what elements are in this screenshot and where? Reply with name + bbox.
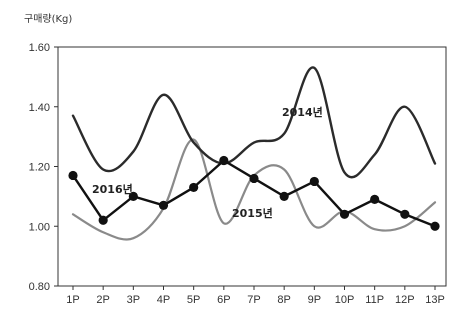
series-label-1: 2015년: [232, 206, 273, 220]
x-tick-label: 11P: [365, 294, 384, 306]
y-tick-label: 1.20: [29, 162, 50, 174]
data-point: [279, 191, 289, 201]
x-tick-label: 5P: [187, 294, 200, 306]
data-point: [189, 182, 199, 193]
x-tick-label: 4P: [157, 294, 170, 306]
x-axis-ticks: 1P 2P 3P 4P 5P 6P 7P 8P 9P 10P 11P 12P 13P: [66, 286, 445, 306]
x-tick-label: 2P: [96, 294, 109, 306]
data-point: [219, 155, 229, 166]
y-axis-ticks: 0.80 1.00 1.20 1.40 1.60: [29, 42, 58, 293]
data-point: [128, 191, 138, 201]
data-point: [309, 176, 319, 187]
x-tick-label: 8P: [277, 294, 290, 306]
data-point: [339, 209, 350, 219]
data-point: [68, 170, 78, 181]
series-label-0: 2014년: [282, 105, 323, 119]
y-tick-label: 1.40: [29, 102, 50, 114]
x-tick-label: 6P: [217, 294, 230, 306]
x-tick-label: 10P: [335, 294, 355, 306]
x-tick-label: 12P: [395, 294, 415, 306]
plot-frame: [57, 46, 447, 287]
y-axis-title: 구매량(Kg): [24, 13, 72, 25]
series-labels: 2014년 2015년 2016년: [92, 105, 323, 220]
x-tick-label: 1P: [66, 294, 79, 306]
x-tick-label: 3P: [127, 294, 140, 306]
data-point: [430, 221, 440, 231]
data-point: [158, 200, 169, 210]
data-point: [370, 194, 380, 204]
series-label-2: 2016년: [92, 182, 133, 196]
x-tick-label: 9P: [308, 294, 321, 306]
series-layer: [68, 66, 440, 241]
y-tick-label: 0.80: [29, 281, 50, 293]
series-line-0: [71, 66, 437, 179]
data-point: [400, 209, 410, 219]
x-tick-label: 7P: [247, 294, 260, 306]
y-tick-label: 1.60: [29, 42, 50, 54]
data-point: [249, 173, 259, 184]
y-tick-label: 1.00: [29, 221, 50, 233]
x-tick-label: 13P: [425, 294, 445, 306]
data-point: [98, 215, 108, 225]
